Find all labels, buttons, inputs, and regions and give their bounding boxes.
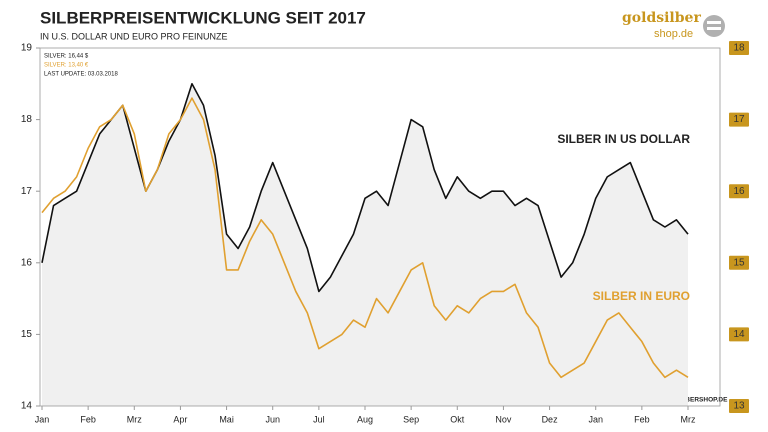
area	[42, 83, 688, 407]
series-label: SILBER IN EURO	[593, 289, 690, 303]
y-tick-label: 16	[21, 257, 33, 268]
x-tick-label: Dez	[542, 414, 559, 424]
chart-title: SILBERPREISENTWICKLUNG SEIT 2017	[40, 8, 366, 27]
y-tick-label: 15	[21, 329, 33, 340]
x-tick-label: Sep	[403, 414, 419, 424]
logo-text: goldsilber	[622, 10, 701, 26]
x-tick-label: Nov	[495, 414, 512, 424]
y2-tick-box	[729, 327, 749, 342]
plot	[41, 83, 689, 407]
y2-tick-label: 16	[733, 186, 745, 197]
logo-icon	[707, 21, 721, 24]
y2-tick-label: 15	[733, 257, 745, 268]
line	[41, 97, 689, 379]
y2-tick-box	[729, 255, 749, 270]
chart-subtitle: IN U.S. DOLLAR UND EURO PRO FEINUNZE	[40, 31, 228, 41]
logo-icon	[707, 27, 721, 30]
info-update: LAST UPDATE: 03.03.2018	[44, 72, 118, 78]
y2-tick-box	[729, 184, 749, 199]
y2-tick-box	[729, 41, 749, 55]
x-tick-label: Jun	[265, 414, 280, 424]
x-tick-label: Apr	[173, 414, 187, 424]
y-tick-label: 19	[21, 43, 33, 54]
x-tick-label: Aug	[357, 414, 373, 424]
y-tick-label: 14	[21, 401, 33, 412]
logo-icon	[703, 15, 725, 37]
y2-tick-label: 13	[733, 401, 745, 412]
x-tick-label: Mrz	[681, 414, 696, 424]
info-eur: SILVER: 13,40 €	[44, 63, 89, 69]
y-tick-label: 18	[21, 114, 33, 125]
info-usd: SILVER: 16,44 $	[44, 54, 89, 60]
x-tick-label: Mai	[219, 414, 234, 424]
y2-tick-box	[729, 112, 749, 127]
plot-frame	[39, 47, 721, 407]
y2-tick-label: 14	[733, 329, 745, 340]
y2-tick-label: 17	[733, 114, 745, 125]
x-tick-label: Mrz	[127, 414, 142, 424]
y-tick-label: 17	[21, 186, 33, 197]
x-tick-label: Jan	[588, 414, 603, 424]
y2-tick-box	[729, 399, 749, 413]
x-tick-label: Okt	[450, 414, 465, 424]
x-tick-label: Feb	[80, 414, 96, 424]
x-tick-label: Feb	[634, 414, 650, 424]
logo-text: shop.de	[654, 28, 693, 40]
x-tick-label: Jan	[35, 414, 50, 424]
x-tick-label: Jul	[313, 414, 325, 424]
y2-tick-label: 18	[733, 43, 745, 54]
series-label: SILBER IN US DOLLAR	[557, 132, 690, 146]
